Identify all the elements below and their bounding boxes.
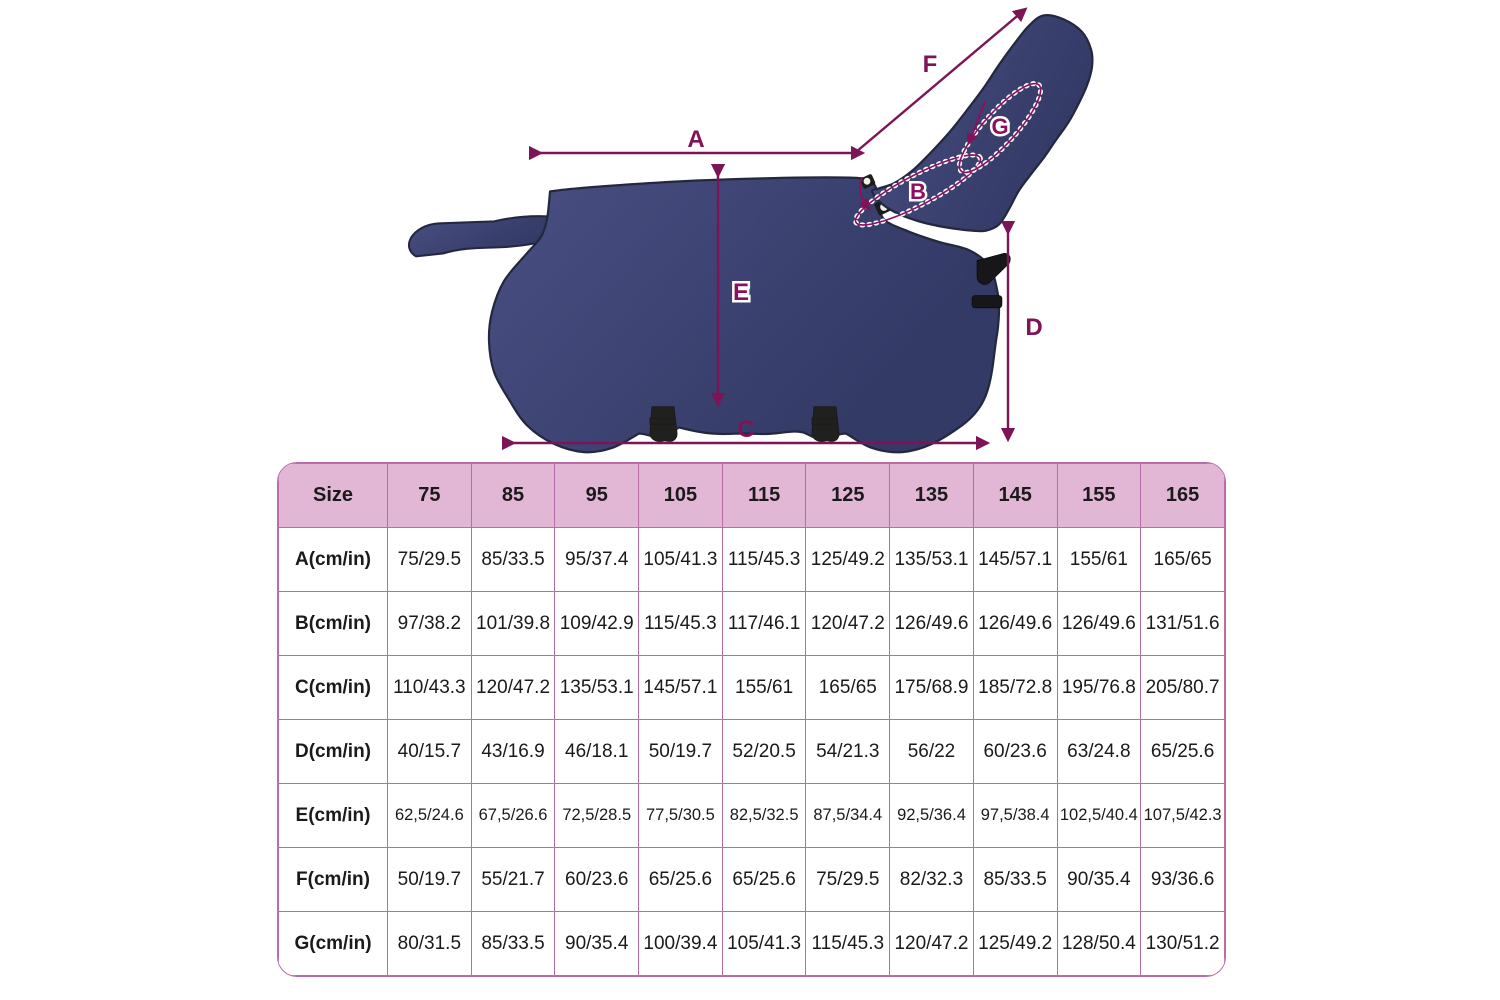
- svg-text:D: D: [1025, 314, 1042, 341]
- svg-text:A: A: [687, 126, 704, 153]
- svg-text:F: F: [923, 51, 938, 78]
- svg-text:E: E: [733, 279, 749, 306]
- svg-text:B: B: [910, 179, 926, 204]
- svg-text:G: G: [991, 114, 1008, 139]
- svg-text:C: C: [737, 416, 754, 443]
